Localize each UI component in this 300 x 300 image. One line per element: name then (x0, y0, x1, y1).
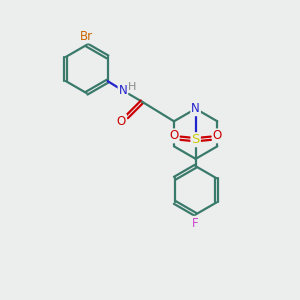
Text: S: S (191, 133, 200, 146)
Text: H: H (128, 82, 136, 92)
Text: O: O (169, 129, 178, 142)
Text: O: O (117, 115, 126, 128)
Text: N: N (191, 102, 200, 115)
Text: O: O (213, 129, 222, 142)
Text: Br: Br (80, 29, 93, 43)
Text: F: F (192, 217, 199, 230)
Text: N: N (118, 84, 127, 97)
